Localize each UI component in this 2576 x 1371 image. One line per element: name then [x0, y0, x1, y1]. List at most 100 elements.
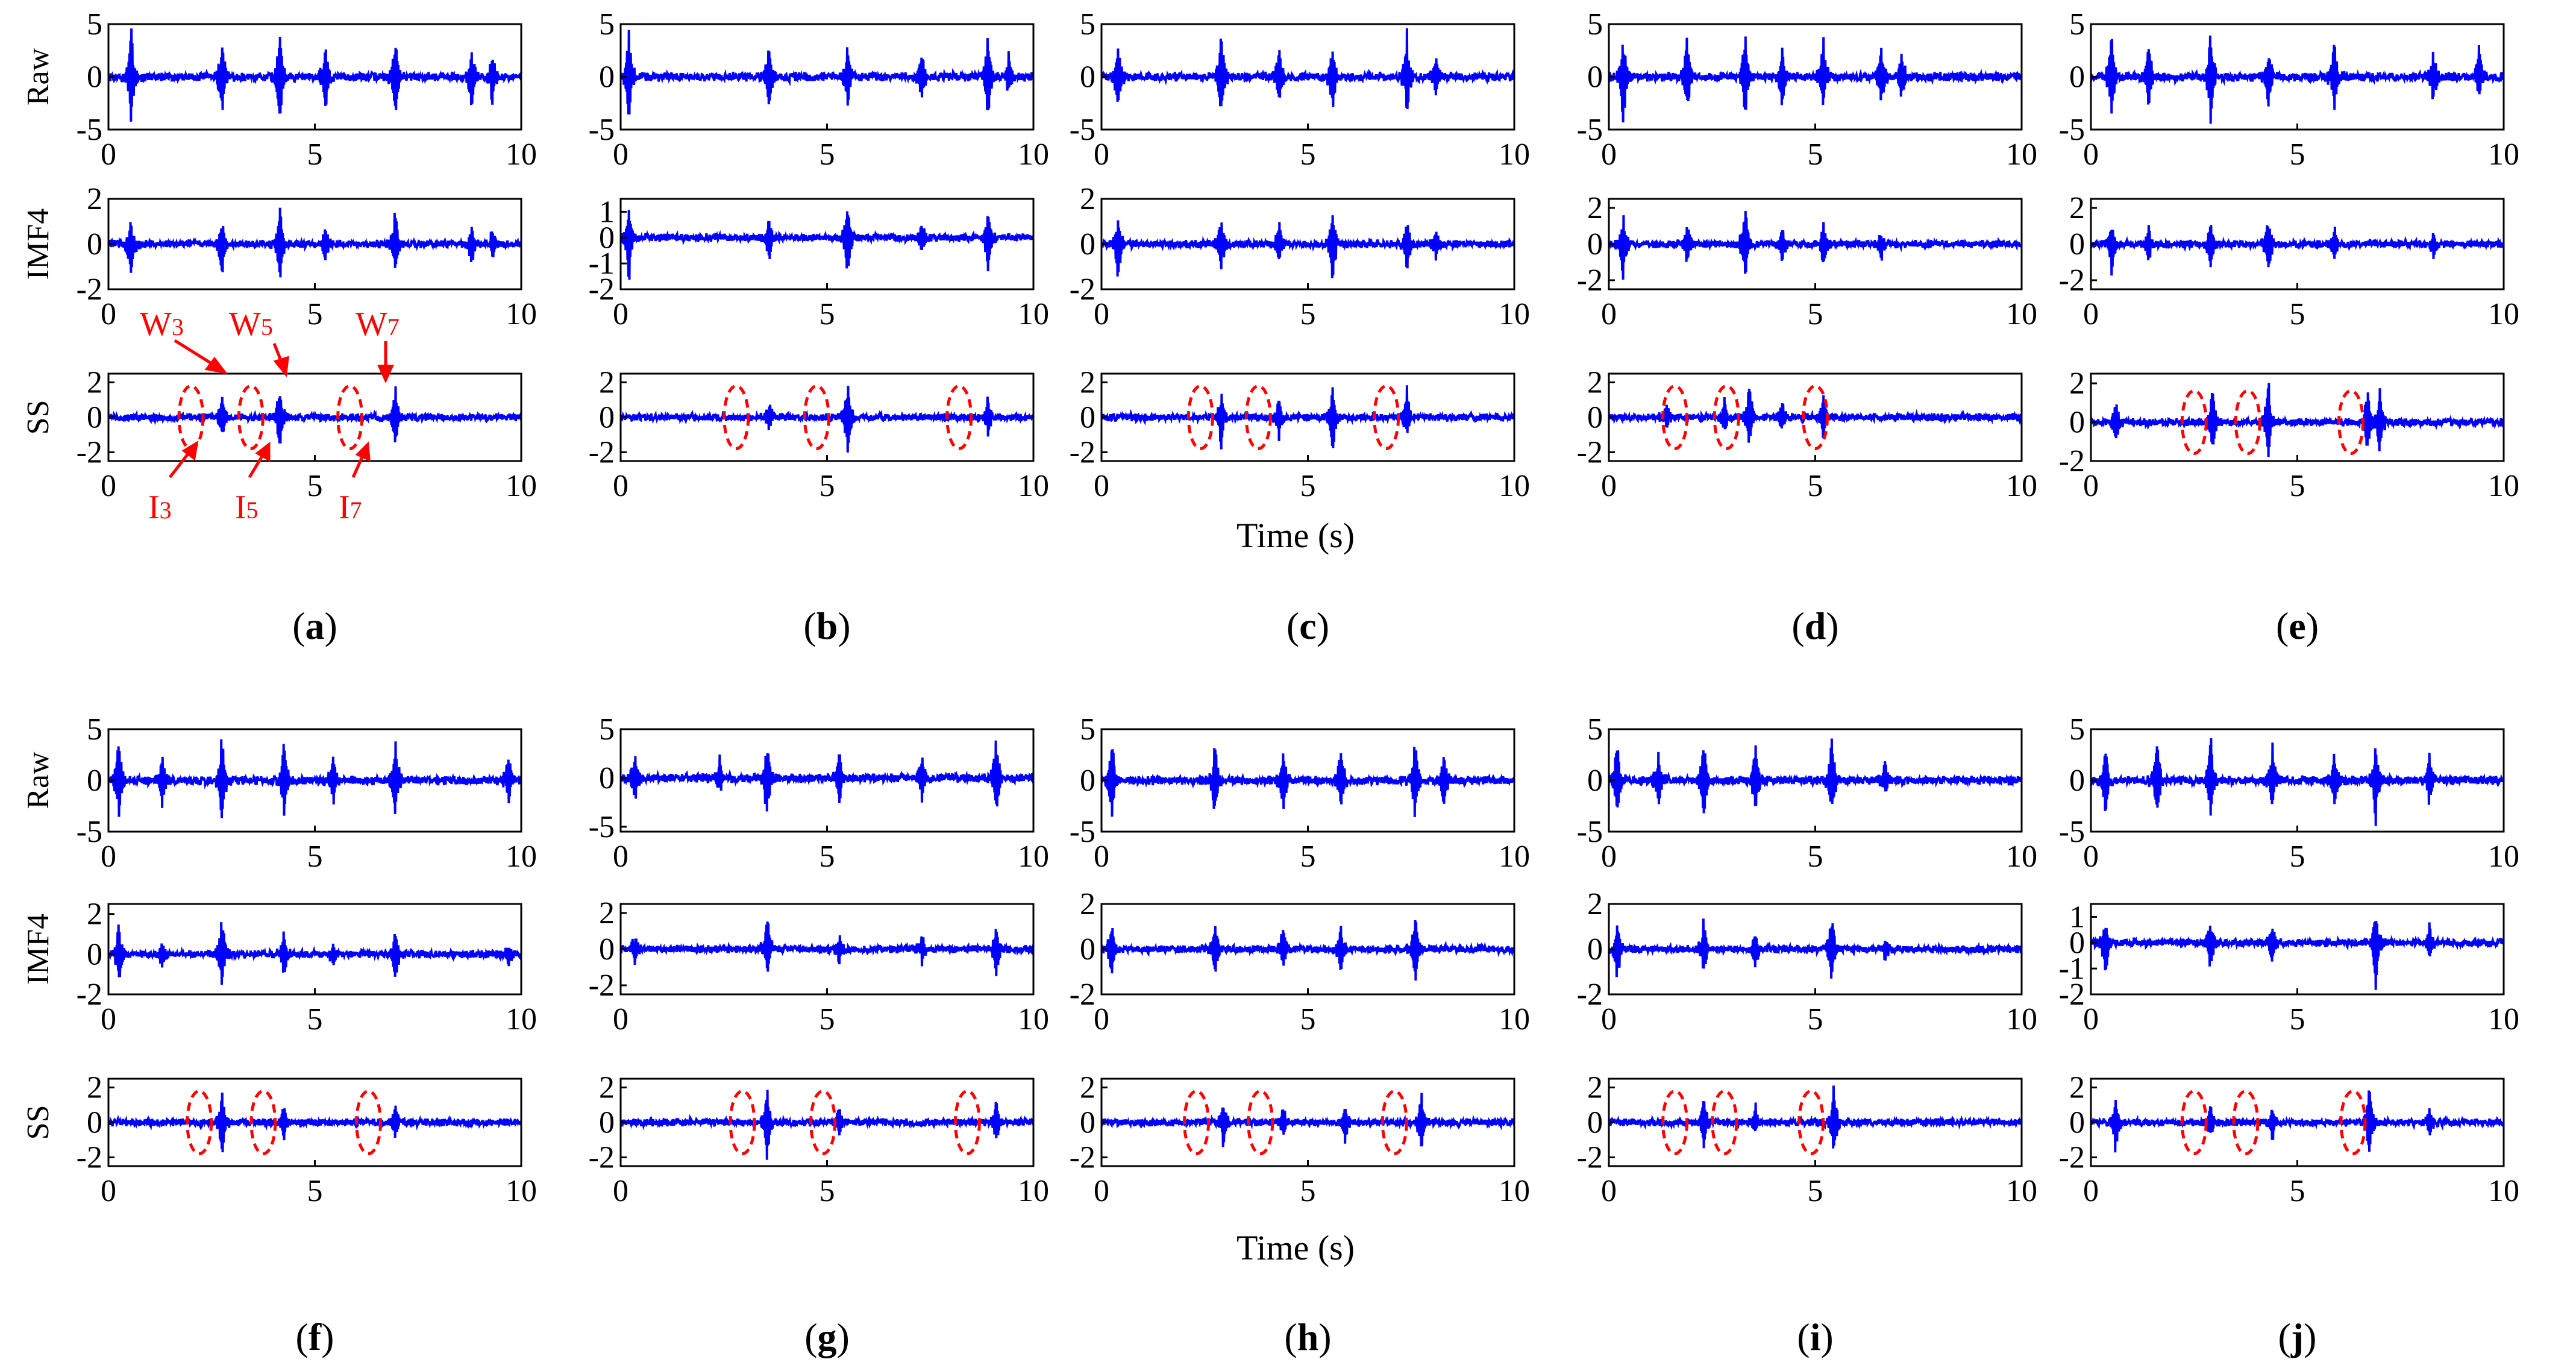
- y-tick-label: -2: [589, 272, 615, 307]
- y-tick-label: -5: [2059, 113, 2085, 147]
- x-tick-label: 5: [819, 1174, 835, 1208]
- arrow-i3: [169, 450, 192, 478]
- x-tick-label: 0: [2083, 137, 2099, 172]
- annotation-subscript: 7: [350, 497, 362, 524]
- x-tick-label: 0: [1094, 1002, 1109, 1037]
- panel-label-e: (e): [2276, 604, 2319, 647]
- x-tick-label: 10: [2488, 1002, 2519, 1037]
- x-tick-label: 10: [1018, 137, 1049, 172]
- y-tick-label: -5: [1577, 113, 1603, 147]
- panel-label-letter: c: [1299, 604, 1316, 647]
- x-tick-label: 0: [613, 1174, 628, 1208]
- x-tick-label: 5: [819, 1002, 835, 1037]
- subplot-c-imf4: 20-20 5 10: [1070, 182, 1530, 331]
- x-tick-label: 0: [613, 469, 628, 503]
- y-tick-label: -2: [1577, 263, 1603, 298]
- x-tick-label: 10: [2006, 839, 2037, 874]
- subplot-b-raw: 50-50 5 10: [589, 7, 1049, 172]
- subplot-h-imf4: 20-20 5 10: [1070, 887, 1530, 1037]
- x-tick-label: 0: [2083, 1002, 2099, 1037]
- signal-trace: [621, 210, 1033, 280]
- y-tick-label: 5: [87, 7, 102, 42]
- x-tick-label: 0: [613, 137, 628, 172]
- signal-trace: [1609, 36, 2022, 123]
- highlight-ellipse: [1244, 384, 1272, 450]
- highlight-ellipse: [953, 1090, 981, 1155]
- x-tick-label: 10: [506, 469, 537, 503]
- highlight-ellipse: [1380, 1090, 1408, 1155]
- x-tick-label: 10: [1499, 1002, 1530, 1037]
- subplot-j-ss: 20-20 5 10: [2059, 1071, 2519, 1209]
- panel-label-letter: a: [306, 604, 325, 647]
- y-tick-label: 0: [1587, 227, 1603, 262]
- x-tick-label: 0: [2083, 839, 2099, 874]
- y-tick-label: 0: [87, 401, 102, 435]
- signal-trace: [1102, 1093, 1514, 1147]
- y-tick-label: 0: [599, 1106, 615, 1140]
- annotation-w3-text: W: [140, 306, 172, 343]
- y-tick-label: -5: [589, 113, 615, 147]
- signal-trace: [1102, 747, 1514, 817]
- y-tick-label: -2: [77, 272, 102, 307]
- arrow-i7-head: [355, 441, 371, 462]
- x-tick-label: 5: [1300, 297, 1316, 331]
- x-tick-label: 0: [101, 469, 116, 503]
- x-tick-label: 0: [1094, 137, 1109, 172]
- signal-trace: [2091, 225, 2504, 276]
- subplot-e-ss: 20-20 5 10: [2059, 366, 2519, 503]
- y-tick-label: 2: [1080, 182, 1095, 216]
- highlight-ellipse: [1661, 1090, 1689, 1155]
- x-tick-label: 10: [2006, 469, 2037, 503]
- highlight-ellipse: [336, 384, 364, 450]
- x-tick-label: 10: [1499, 839, 1530, 874]
- x-tick-label: 5: [307, 1174, 323, 1208]
- signal-trace: [2091, 35, 2504, 124]
- x-tick-label: 10: [506, 297, 537, 331]
- x-tick-label: 5: [1808, 137, 1823, 172]
- y-tick-label: -2: [77, 436, 102, 470]
- y-axis-label-imf4: IMF4: [21, 209, 55, 280]
- x-tick-label: 10: [2488, 839, 2519, 874]
- panel-label-letter: i: [1810, 1316, 1821, 1358]
- panel-label-letter: f: [309, 1316, 322, 1358]
- annotation-w7: W7: [356, 306, 400, 343]
- y-tick-label: -2: [2059, 263, 2085, 298]
- signal-trace: [2091, 921, 2504, 990]
- panel-label-close: ): [1318, 1316, 1331, 1358]
- y-tick-label: 5: [1080, 712, 1095, 747]
- y-tick-label: 2: [599, 896, 615, 930]
- panel-label-f: (f): [296, 1316, 334, 1358]
- panel-label-letter: d: [1805, 604, 1826, 647]
- panel-label-letter: h: [1297, 1316, 1319, 1358]
- x-tick-label: 5: [2290, 469, 2305, 503]
- x-tick-label: 0: [1094, 1174, 1109, 1208]
- annotation-w5-text: W: [229, 306, 261, 343]
- y-axis-label-ss: SS: [21, 1105, 55, 1140]
- panel-label-c: (c): [1286, 604, 1329, 647]
- x-tick-label: 10: [2488, 137, 2519, 172]
- y-tick-label: 0: [1587, 60, 1603, 95]
- x-tick-label: 0: [1601, 1174, 1617, 1208]
- x-tick-label: 5: [1808, 1002, 1823, 1037]
- subplot-i-raw: 50-50 5 10: [1577, 712, 2037, 874]
- highlight-ellipse: [729, 1090, 756, 1155]
- y-tick-label: 0: [2069, 227, 2085, 262]
- highlight-ellipse: [2180, 1090, 2208, 1155]
- panel-label-b: (b): [803, 604, 850, 647]
- x-tick-label: 0: [1094, 469, 1109, 503]
- y-tick-label: 0: [599, 221, 615, 255]
- x-tick-label: 10: [2006, 1002, 2037, 1037]
- x-tick-label: 0: [2083, 469, 2099, 503]
- x-tick-label: 5: [1808, 839, 1823, 874]
- highlight-ellipse: [1802, 384, 1829, 450]
- annotation-subscript: 5: [246, 497, 259, 524]
- x-tick-label: 0: [101, 1002, 116, 1037]
- x-tick-label: 10: [1499, 1174, 1530, 1208]
- y-tick-label: -2: [1070, 436, 1095, 470]
- subplot-c-ss: 20-20 5 10: [1070, 366, 1530, 504]
